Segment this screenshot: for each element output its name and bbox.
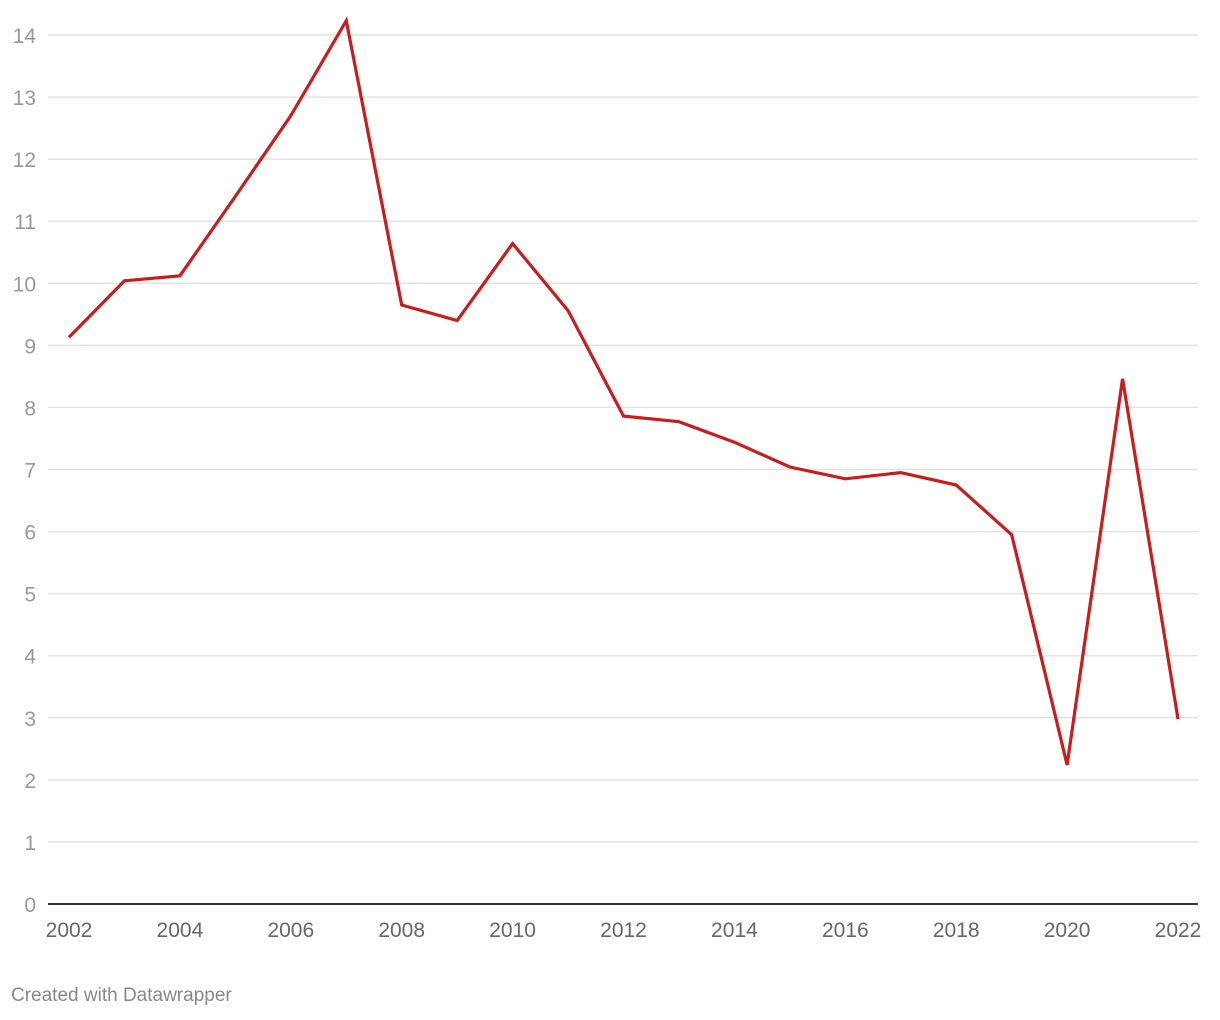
x-tick-label: 2004 [157, 919, 204, 942]
y-tick-label: 7 [24, 460, 36, 483]
x-tick-label: 2016 [822, 919, 869, 942]
x-tick-label: 2008 [378, 919, 425, 942]
series-line [67, 16, 1180, 766]
y-tick-label: 12 [13, 149, 36, 172]
y-tick-label: 5 [24, 584, 36, 607]
y-tick-label: 3 [24, 708, 36, 731]
y-tick-label: 14 [13, 25, 37, 48]
x-tick-label: 2012 [600, 919, 647, 942]
x-tick-label: 2002 [46, 919, 93, 942]
x-tick-label: 2022 [1155, 919, 1202, 942]
x-tick-label: 2006 [267, 919, 314, 942]
credit-text: Created with Datawrapper [11, 985, 232, 1006]
x-tick-label: 2010 [489, 919, 536, 942]
y-tick-label: 4 [24, 646, 36, 669]
x-tick-label: 2020 [1044, 919, 1091, 942]
gridlines [48, 34, 1198, 843]
series-layer [67, 16, 1180, 766]
x-axis: 2002 2004 2006 2008 2010 2012 2014 2016 2018 2020… [46, 919, 1202, 942]
x-tick-label: 2018 [933, 919, 980, 942]
y-tick-label: 13 [13, 87, 36, 110]
x-tick-label: 2014 [711, 919, 758, 942]
y-tick-label: 6 [24, 522, 36, 545]
y-tick-label: 11 [14, 211, 36, 234]
y-tick-label: 10 [13, 273, 36, 296]
y-tick-label: 0 [24, 894, 36, 917]
y-tick-label: 9 [24, 335, 36, 358]
y-tick-label: 8 [24, 397, 36, 420]
y-tick-label: 2 [24, 770, 36, 793]
y-tick-label: 1 [24, 832, 36, 855]
